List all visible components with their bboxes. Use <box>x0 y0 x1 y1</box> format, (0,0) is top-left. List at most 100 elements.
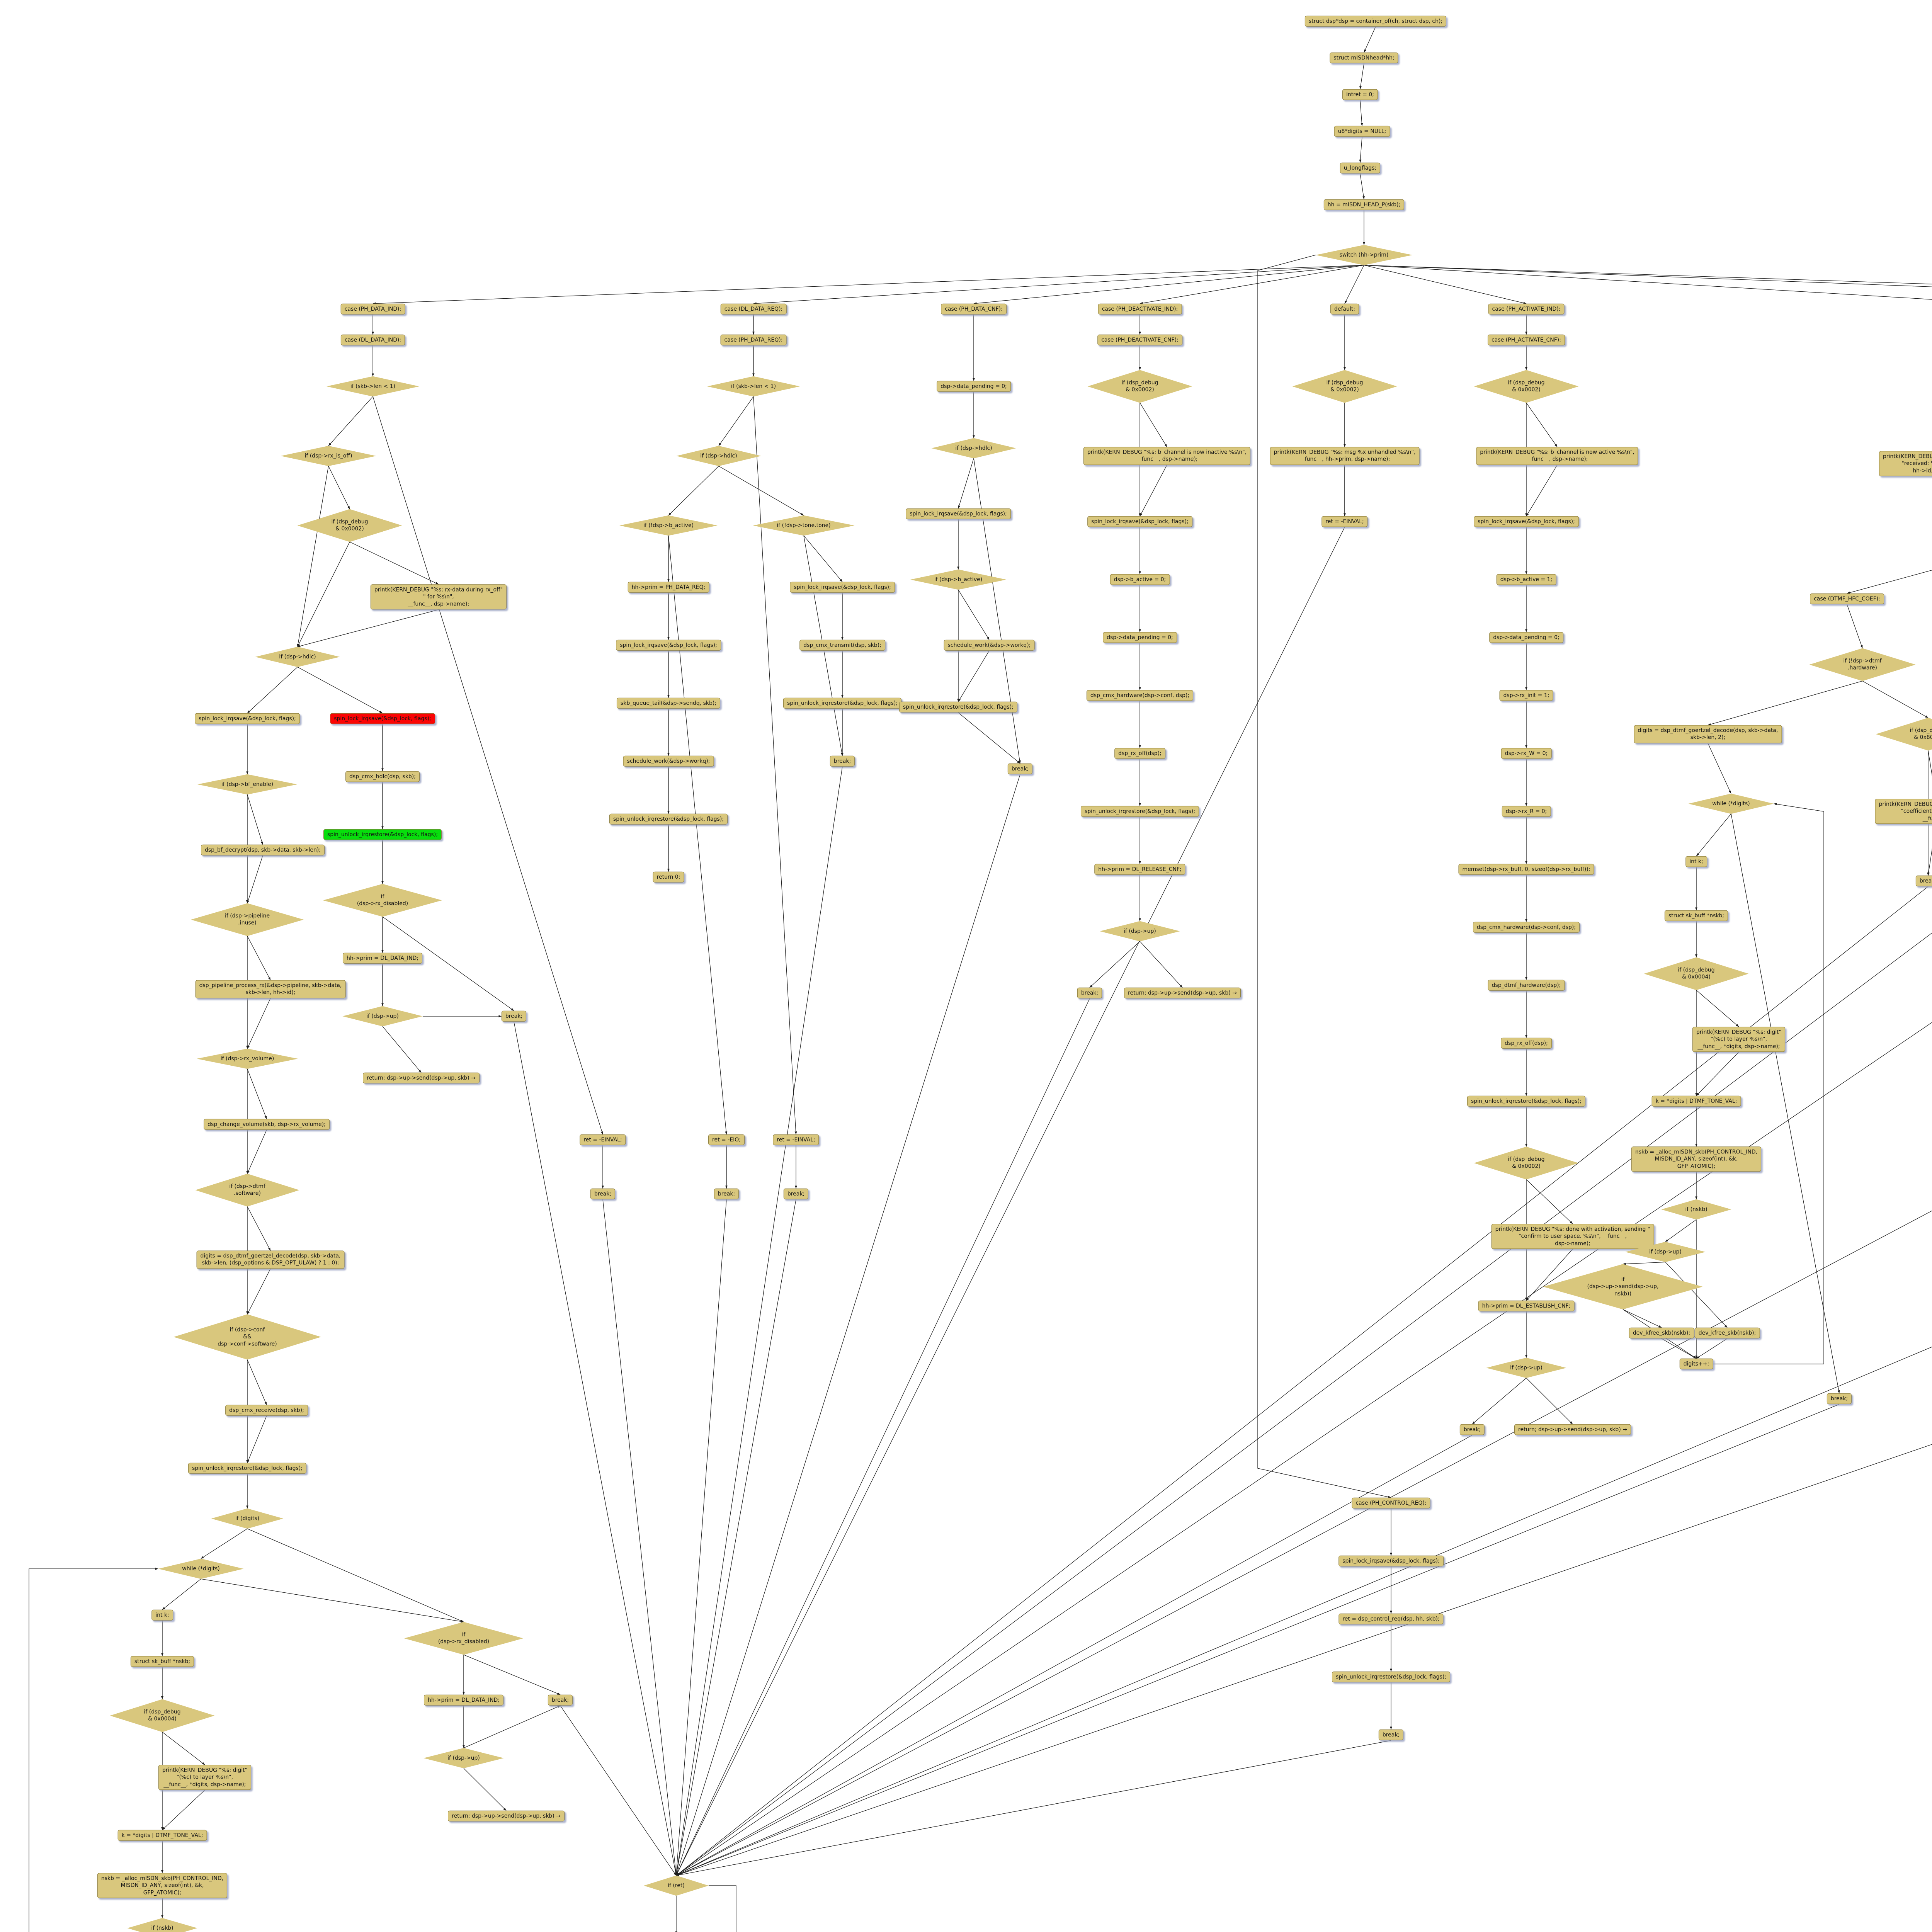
flow-edge-l2w-to-l2a <box>1696 813 1731 857</box>
flow-node-b1-statement: case (DL_DATA_REQ): <box>720 303 787 315</box>
flow-edge-brkF-to-m1 <box>676 1435 1473 1876</box>
flow-node-f9-statement: dsp->rx_W = 0; <box>1501 748 1552 759</box>
flow-node-d6-statement: dsp->b_active = 0; <box>1110 574 1170 585</box>
flow-node-e3-statement: printk(KERN_DEBUG "%s: msg %x unhandled … <box>1270 447 1420 465</box>
flow-node-l2b-statement: struct sk_buff *nskb; <box>1664 910 1728 922</box>
flow-node-a6-statement: printk(KERN_DEBUG "%s: rx-data during rx… <box>370 584 507 610</box>
flow-edge-s7-to-q1 <box>1257 255 1391 1498</box>
flow-edge-s7-to-d1 <box>1139 265 1364 304</box>
flow-node-p1-statement: spin_lock_irqsave(&dsp_lock, flags); <box>195 713 300 724</box>
flow-node-b8-statement: skb_queue_tail(&dsp->sendq, skb); <box>616 697 721 709</box>
flow-node-w7-statement: nskb = _alloc_mISDN_skb(PH_CONTROL_IND, … <box>97 1873 228 1898</box>
flow-node-gd5-statement: break; <box>1915 875 1932 887</box>
flow-node-w3-statement: struct sk_buff *nskb; <box>130 1656 194 1667</box>
flow-node-h5-statement: hh->prim = DL_DATA_IND; <box>342 952 423 964</box>
flow-edge-a4-to-a5 <box>328 466 350 509</box>
flow-edge-l2i-to-l2j <box>1622 1309 1662 1328</box>
flow-edge-w1-to-r1 <box>201 1578 464 1623</box>
flow-node-f2-statement: case (PH_ACTIVATE_CNF): <box>1488 334 1565 346</box>
flow-node-b6-statement: hh->prim = PH_DATA_REQ; <box>628 582 709 593</box>
flow-node-g3-statement: printk(KERN_DEBUG "%s: PH_CONTROL INDICA… <box>1879 451 1932 476</box>
flow-edge-l2h-to-l2k <box>1665 1262 1728 1328</box>
flow-edge-l2c-to-l2d <box>1696 990 1739 1027</box>
flow-node-p11-statement: dsp_cmx_receive(dsp, skb); <box>225 1405 308 1416</box>
flow-node-l2l-statement: digits++; <box>1679 1358 1713 1370</box>
flow-node-q4-statement: spin_unlock_irqrestore(&dsp_lock, flags)… <box>1332 1671 1451 1683</box>
flow-edge-b12-to-b13 <box>803 535 843 582</box>
flow-node-h2-statement: dsp_cmx_hdlc(dsp, skb); <box>345 771 420 782</box>
flow-edge-p5-to-p6 <box>247 998 271 1049</box>
flow-edge-f16-to-f17 <box>1526 1179 1573 1224</box>
flow-edge-gd2-to-gd3 <box>1862 680 1929 718</box>
flow-node-gd4-statement: printk(KERN_DEBUG "%s: ignoring DTMF " "… <box>1875 799 1932 824</box>
flow-node-b9-statement: schedule_work(&dsp->workq); <box>623 755 714 767</box>
flow-node-f12-statement: dsp_cmx_hardware(dsp->conf, dsp); <box>1473 922 1580 933</box>
flow-edge-c3-to-brkCNF <box>973 458 1021 764</box>
flow-node-brkA-statement: break; <box>590 1188 616 1200</box>
flow-node-d4-statement: printk(KERN_DEBUG "%s: b_channel is now … <box>1083 447 1251 465</box>
flow-edge-m1-to-m3 <box>708 1885 736 1932</box>
flow-node-s2-statement: struct mISDNhead*hh; <box>1330 52 1398 64</box>
flow-edge-p10-to-p11 <box>247 1359 267 1405</box>
flow-edge-s5-to-s6 <box>1360 173 1365 200</box>
flow-node-c4-statement: spin_lock_irqsave(&dsp_lock, flags); <box>906 508 1011 520</box>
flow-node-f1-statement: case (PH_ACTIVATE_IND): <box>1488 303 1565 315</box>
flow-edge-gd3-to-gd4 <box>1928 750 1932 776</box>
flow-node-f10-statement: dsp->rx_R = 0; <box>1502 806 1551 817</box>
flow-edge-c6-to-c7 <box>958 650 990 702</box>
flow-node-h1-statement: spin_lock_irqsave(&dsp_lock, flags); <box>330 713 435 724</box>
flow-edge-l2k-to-l2l <box>1696 1338 1728 1359</box>
flow-node-d10-statement: spin_unlock_irqrestore(&dsp_lock, flags)… <box>1080 806 1199 817</box>
flow-node-retA-statement: ret = -EINVAL; <box>580 1134 626 1146</box>
flow-edge-p7-to-p8 <box>247 1129 267 1174</box>
flow-node-s3-statement: intret = 0; <box>1342 89 1378 100</box>
flow-edge-l2d-to-l2e <box>1696 1052 1739 1096</box>
flow-edge-q5-to-m1 <box>676 1740 1391 1876</box>
flow-node-s4-statement: u8*digits = NULL; <box>1334 126 1390 137</box>
flow-node-f15-statement: spin_unlock_irqrestore(&dsp_lock, flags)… <box>1467 1095 1586 1107</box>
flow-node-w2-statement: int k; <box>151 1609 173 1621</box>
flow-edge-s2-to-s3 <box>1359 63 1364 90</box>
flow-node-f6-statement: dsp->b_active = 1; <box>1496 574 1556 585</box>
flow-node-p9-statement: digits = dsp_dtmf_goertzel_decode(dsp, s… <box>196 1250 345 1269</box>
flow-node-brkG2-statement: break; <box>1827 1393 1852 1405</box>
flow-edge-g4-to-gd1 <box>1847 570 1932 594</box>
flow-edge-b4-to-b12 <box>718 466 804 516</box>
flow-node-l2k-statement: dev_kfree_skb(nskb); <box>1694 1327 1760 1339</box>
flow-edge-p4-to-p5 <box>247 936 271 980</box>
flow-edge-b5-to-retC <box>668 536 728 1135</box>
flow-node-l2f-statement: nskb = _alloc_mISDN_skb(PH_CONTROL_IND, … <box>1631 1146 1762 1172</box>
flow-edge-d12-to-d13 <box>1139 941 1183 988</box>
flow-edge-l2j-to-l2l <box>1661 1338 1697 1359</box>
flow-edge-brkI-to-m1 <box>676 1210 1932 1876</box>
flow-edge-s1-to-s2 <box>1364 26 1376 53</box>
flow-node-b13-statement: spin_lock_irqsave(&dsp_lock, flags); <box>790 582 895 593</box>
flow-edge-r3-to-brkR <box>463 1705 561 1748</box>
flow-edge-f3-to-f4 <box>1526 403 1558 447</box>
flow-edge-s7-to-g1 <box>1364 265 1932 300</box>
flow-edge-l2g-to-l2h <box>1665 1219 1697 1242</box>
flow-edge-brkG2-to-m1 <box>676 1404 1840 1876</box>
flow-edge-gd1-to-gd2 <box>1847 604 1863 649</box>
flow-node-d8-statement: dsp_cmx_hardware(dsp->conf, dsp); <box>1086 690 1194 701</box>
flow-edge-s7-to-j1 <box>1364 265 1932 284</box>
flow-node-f13-statement: dsp_dtmf_hardware(dsp); <box>1488 980 1565 991</box>
flow-node-b7-statement: spin_lock_irqsave(&dsp_lock, flags); <box>616 639 721 651</box>
flow-node-f18-statement: hh->prim = DL_ESTABLISH_CNF; <box>1478 1300 1575 1312</box>
flow-node-f14-statement: dsp_rx_off(dsp); <box>1501 1037 1552 1049</box>
flow-node-b2-statement: case (PH_DATA_REQ): <box>720 334 787 346</box>
flow-node-b10-statement: spin_unlock_irqrestore(&dsp_lock, flags)… <box>609 813 728 825</box>
flow-edge-w5-to-w6 <box>162 1790 205 1830</box>
flow-edge-s7-to-a1 <box>372 265 1364 305</box>
flow-node-brkTone-statement: break; <box>830 755 855 767</box>
flow-node-p5-statement: dsp_pipeline_process_rx(&dsp->pipeline, … <box>195 980 346 998</box>
flow-node-brkR-statement: break; <box>548 1694 573 1706</box>
flow-edge-d4-to-d5 <box>1139 465 1167 517</box>
flow-edge-p2-to-p3 <box>247 794 263 845</box>
flow-node-l2j-statement: dev_kfree_skb(nskb); <box>1629 1327 1694 1339</box>
flow-edge-gd4-to-gd5 <box>1927 848 1932 876</box>
flow-edge-r3-to-r4 <box>463 1768 507 1811</box>
flow-edge-brkCNF-to-m1 <box>676 774 1020 1876</box>
flow-edge-l2l-to-l2w <box>1713 803 1824 1364</box>
